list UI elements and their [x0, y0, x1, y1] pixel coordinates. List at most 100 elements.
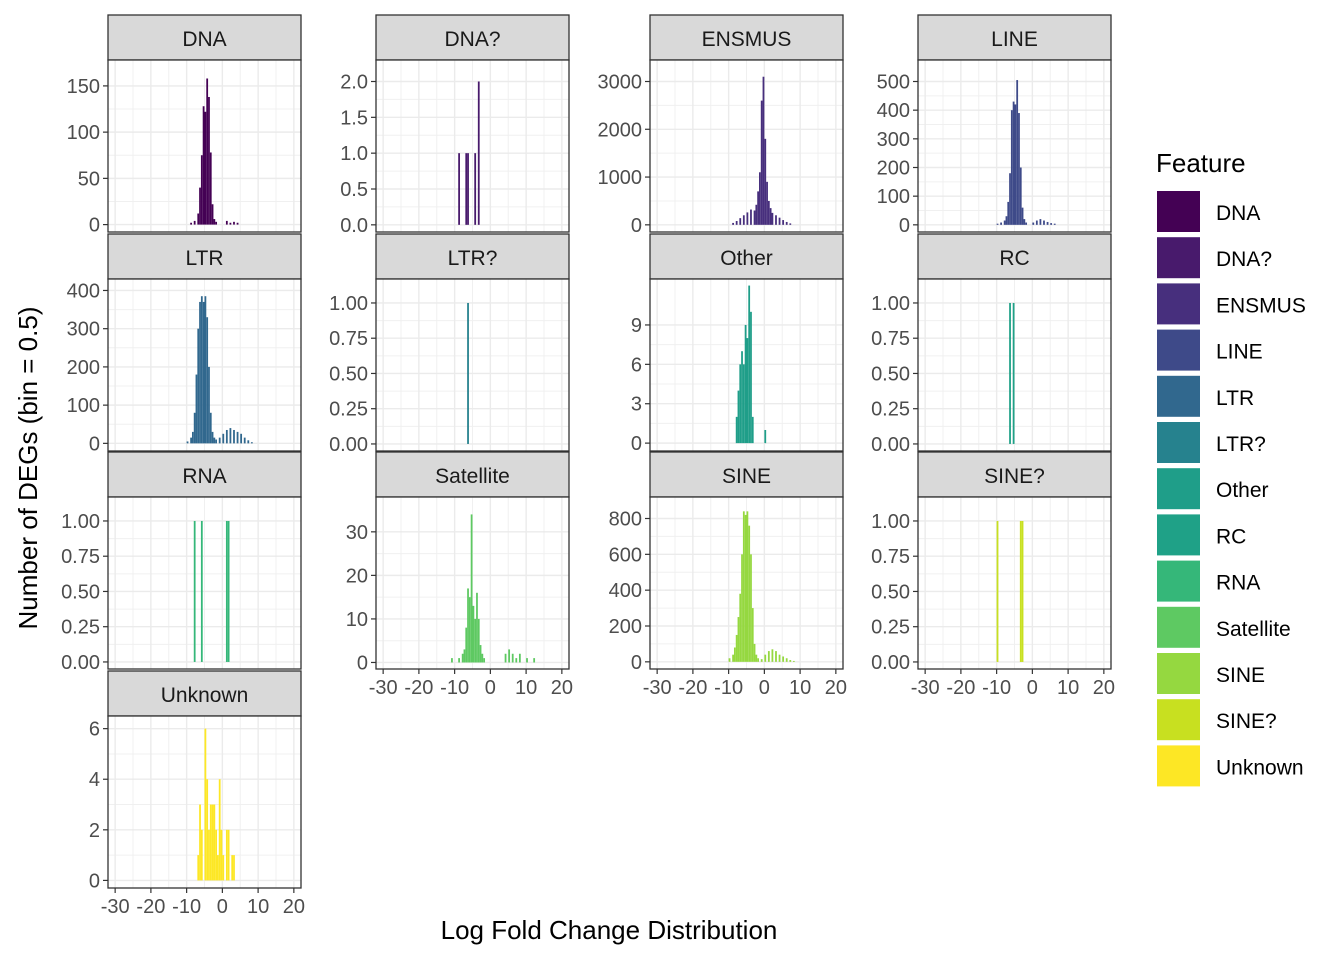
histogram-bar — [202, 301, 205, 444]
y-tick-label: 300 — [67, 319, 100, 341]
histogram-bar — [250, 442, 253, 444]
histogram-bar — [1012, 302, 1015, 444]
histogram-bar — [225, 429, 228, 444]
histogram-bar — [465, 627, 468, 663]
legend-label: DNA — [1216, 202, 1260, 225]
histogram-bar — [476, 592, 478, 663]
panel-border — [107, 715, 302, 889]
histogram-bar — [215, 221, 218, 225]
histogram-bar — [211, 804, 214, 881]
legend-swatch — [1157, 329, 1200, 371]
y-tick-label: 3000 — [598, 72, 643, 94]
histogram-bar — [748, 285, 751, 444]
facet-ltr-q: LTR? 0.00 0.25 0.50 0.75 1.00 — [329, 233, 570, 456]
facet-strip — [107, 14, 302, 61]
histogram-bar — [222, 855, 225, 881]
facet-rc: RC 0.00 0.25 0.50 0.75 1.00 — [871, 233, 1112, 456]
histogram-bar — [472, 605, 475, 663]
histogram-bar — [739, 364, 742, 444]
facet-sine-q: SINE? 0.00 0.25 0.50 0.75 1.00 -30 -20 -10 0 10 20 — [871, 451, 1115, 699]
y-tick-label: 400 — [609, 580, 642, 602]
histogram-bar — [778, 217, 781, 225]
x-tick-label: 20 — [283, 896, 305, 918]
y-tick-label: 0.25 — [61, 617, 100, 639]
y-tick-label: 0.25 — [871, 617, 910, 639]
gridlines — [376, 60, 569, 232]
y-tick-label: 0 — [89, 433, 100, 455]
histogram-bar — [225, 220, 228, 225]
histogram-bar — [782, 656, 785, 662]
histogram-bar — [778, 654, 781, 662]
x-tick-label: 0 — [759, 677, 770, 699]
histogram-bar — [1000, 222, 1002, 225]
histogram-bar — [789, 660, 792, 662]
histogram-bar — [199, 301, 201, 444]
histogram-bars — [451, 514, 536, 663]
x-axis-title: Log Fold Change Distribution — [441, 915, 778, 945]
histogram-bar — [789, 223, 792, 225]
histogram-bar — [1023, 219, 1026, 225]
x-tick-label: 20 — [551, 677, 573, 699]
x-tick-label: -30 — [369, 677, 398, 699]
facet-strip — [649, 233, 844, 280]
y-tick-label: 0.75 — [329, 328, 368, 350]
legend-swatch — [1157, 283, 1200, 325]
x-tick-label: 0 — [1027, 677, 1038, 699]
facet-strip-label: Other — [720, 247, 773, 270]
facet-strip-label: Satellite — [435, 465, 510, 488]
histogram-bar — [193, 520, 196, 662]
histogram-bars — [728, 511, 795, 662]
histogram-bar — [458, 658, 460, 663]
facet-strip — [375, 233, 570, 280]
histogram-bar — [227, 520, 230, 662]
histogram-bar — [750, 311, 752, 444]
histogram-bar — [746, 511, 749, 662]
x-tick-label: -20 — [404, 677, 433, 699]
histogram-bar — [735, 416, 738, 444]
histogram-bar — [206, 78, 209, 225]
histogram-bar — [742, 215, 745, 225]
legend-item-rc: RC — [1157, 514, 1246, 556]
facet-strip — [375, 14, 570, 61]
histogram-bar — [208, 829, 210, 881]
y-tick-label: 0.25 — [871, 399, 910, 421]
histogram-bar — [753, 643, 756, 662]
histogram-bar — [764, 429, 767, 444]
histogram-bar — [240, 433, 243, 444]
histogram-bars — [186, 296, 253, 444]
histogram-bar — [732, 222, 734, 225]
histogram-bar — [766, 181, 768, 225]
x-tick-label: -30 — [911, 677, 940, 699]
legend-label: LINE — [1216, 341, 1263, 364]
facet-line: LINE 0 100 200 300 400 500 — [877, 14, 1112, 237]
y-tick-label: 200 — [877, 158, 910, 180]
histogram-bar — [767, 200, 770, 225]
legend-item-ltr-q: LTR? — [1157, 422, 1266, 463]
histogram-bar — [222, 433, 225, 444]
facet-strip — [917, 451, 1112, 498]
histogram-bar — [775, 215, 777, 225]
x-tick-label: 0 — [217, 896, 228, 918]
facet-unknown: Unknown 0 2 4 6 -30 -20 -10 0 10 20 — [89, 670, 305, 918]
panel-border — [107, 278, 302, 452]
y-tick-label: 400 — [67, 280, 100, 302]
legend-label: ENSMUS — [1216, 294, 1306, 317]
histogram-bar — [200, 296, 203, 444]
histogram-bar — [1018, 113, 1020, 225]
x-tick-label: 20 — [1093, 677, 1115, 699]
histogram-bar — [474, 153, 477, 225]
histogram-bar — [191, 431, 194, 444]
legend-label: Unknown — [1216, 756, 1304, 779]
histogram-bar — [996, 223, 999, 225]
histogram-bar — [199, 804, 201, 881]
facet-strip-label: Unknown — [161, 684, 249, 707]
y-tick-label: 800 — [609, 509, 642, 531]
histogram-bar — [1046, 221, 1049, 225]
facet-strip — [917, 14, 1112, 61]
facet-dna: DNA 0 50 100 150 — [67, 14, 302, 237]
histogram-bar — [760, 100, 763, 225]
histogram-bar — [215, 439, 218, 444]
histogram-bar — [236, 222, 239, 225]
x-tick-label: 10 — [515, 677, 537, 699]
